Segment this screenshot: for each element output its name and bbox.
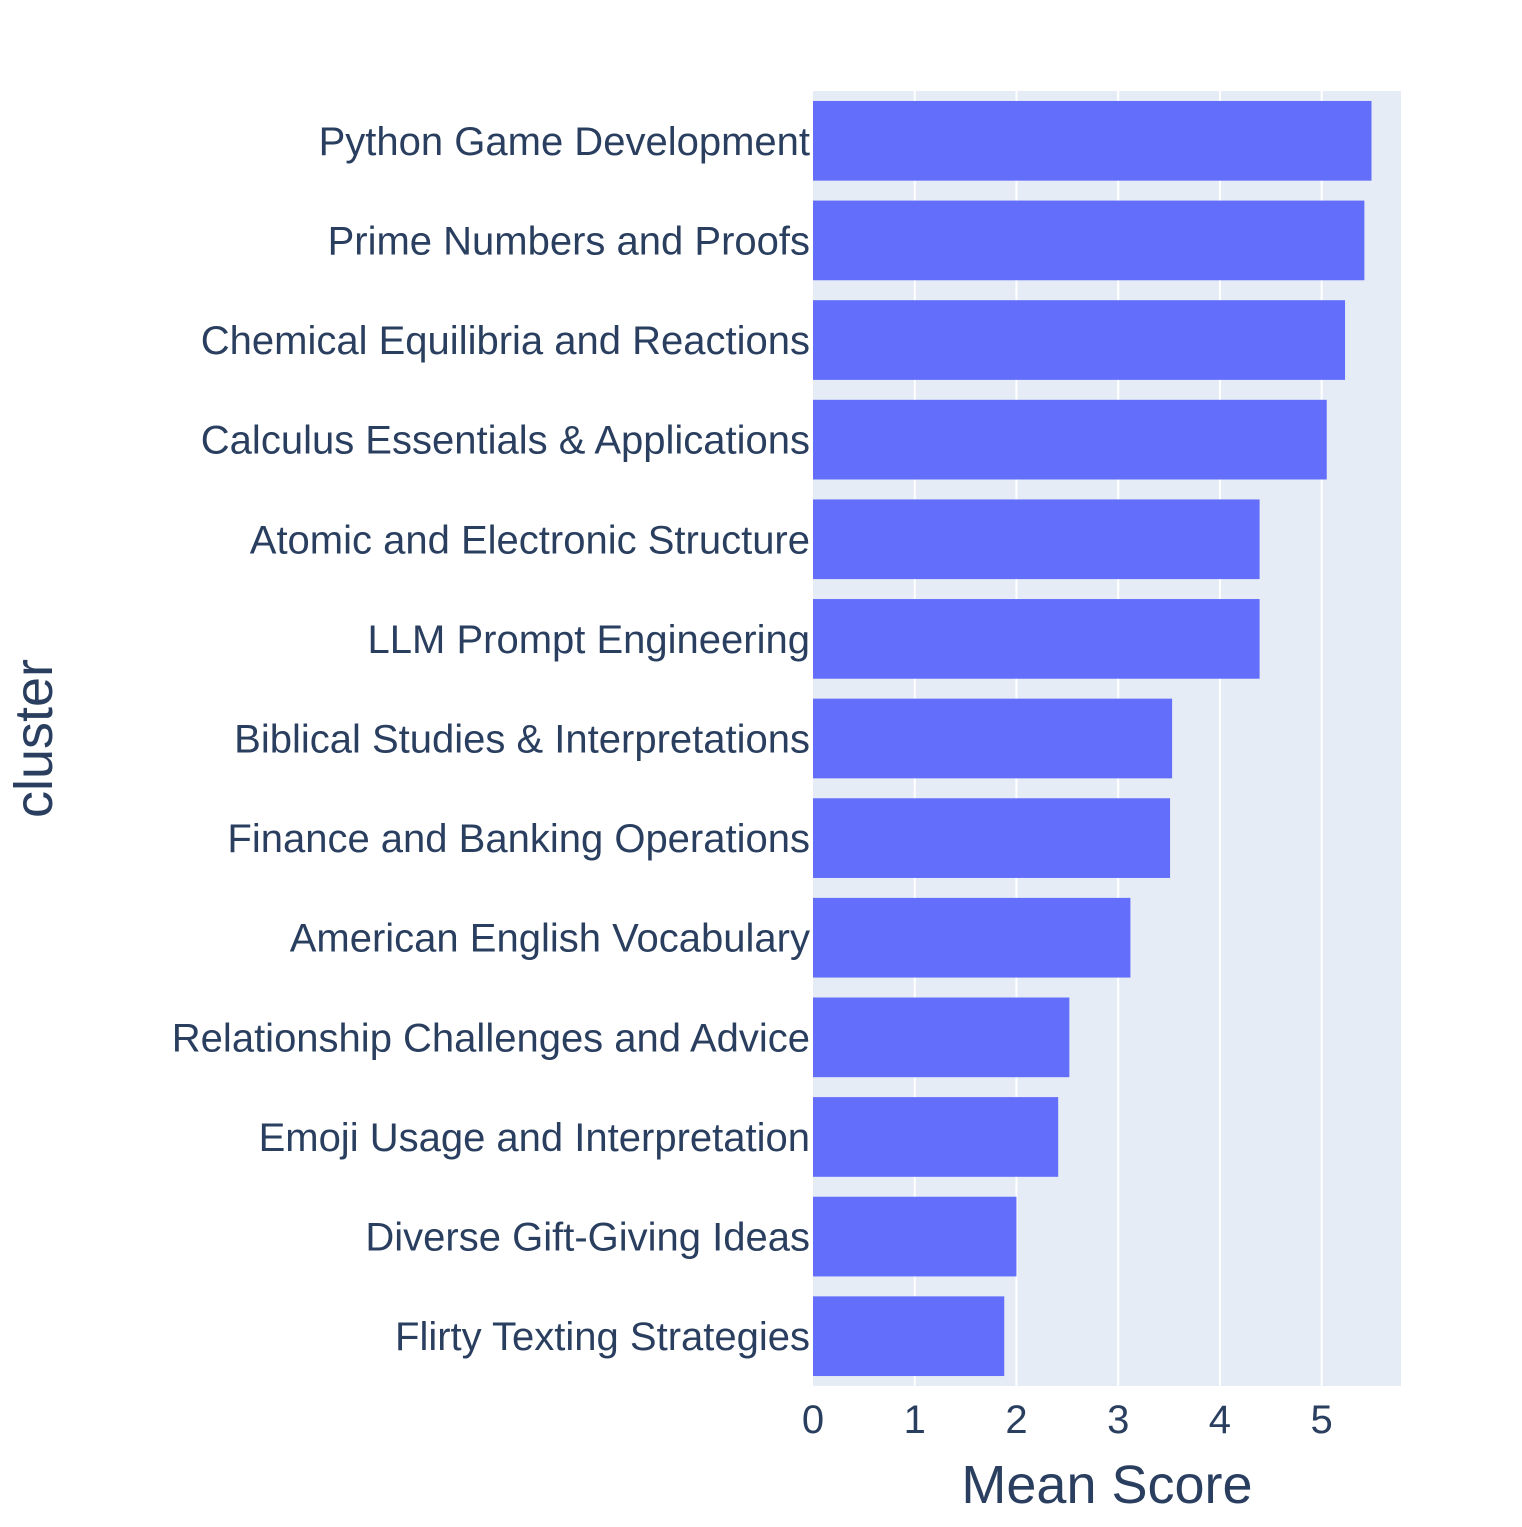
y-tick-label: Prime Numbers and Proofs xyxy=(328,219,810,263)
y-tick-label: Python Game Development xyxy=(319,120,810,164)
bar xyxy=(813,399,1327,480)
x-tick-label: 4 xyxy=(1209,1398,1231,1442)
x-tick-label: 1 xyxy=(904,1398,926,1442)
x-tick-label: 0 xyxy=(802,1398,824,1442)
y-tick-label: Emoji Usage and Interpretation xyxy=(259,1116,810,1160)
y-tick-label: Diverse Gift-Giving Ideas xyxy=(365,1216,810,1260)
bar xyxy=(813,698,1173,779)
y-tick-label: Relationship Challenges and Advice xyxy=(172,1016,810,1060)
y-tick-label: Biblical Studies & Interpretations xyxy=(234,718,810,762)
bar xyxy=(813,997,1070,1078)
bar xyxy=(813,499,1260,580)
bar xyxy=(813,897,1131,978)
bar xyxy=(813,100,1372,181)
x-tick-labels: 0 1 2 3 4 5 xyxy=(802,1398,1333,1442)
x-tick-label: 5 xyxy=(1311,1398,1333,1442)
y-tick-label: Finance and Banking Operations xyxy=(227,817,810,861)
y-tick-label: Atomic and Electronic Structure xyxy=(250,518,810,562)
bar xyxy=(813,1196,1017,1277)
bar xyxy=(813,200,1365,281)
y-axis-title: cluster xyxy=(4,659,64,818)
y-tick-label: Calculus Essentials & Applications xyxy=(201,419,810,463)
bars xyxy=(813,100,1372,1377)
bar xyxy=(813,599,1260,679)
y-tick-label: LLM Prompt Engineering xyxy=(368,618,810,662)
y-tick-label: American English Vocabulary xyxy=(290,917,810,961)
bar xyxy=(813,1097,1059,1177)
bar xyxy=(813,1296,1005,1377)
y-tick-label: Chemical Equilibria and Reactions xyxy=(201,319,810,363)
bar xyxy=(813,300,1346,380)
x-tick-label: 3 xyxy=(1107,1398,1129,1442)
x-tick-label: 2 xyxy=(1005,1398,1027,1442)
bar xyxy=(813,798,1171,878)
x-axis-title: Mean Score xyxy=(961,1455,1252,1515)
y-tick-label: Flirty Texting Strategies xyxy=(395,1315,810,1359)
y-tick-labels: Python Game Development Prime Numbers and… xyxy=(172,120,810,1359)
